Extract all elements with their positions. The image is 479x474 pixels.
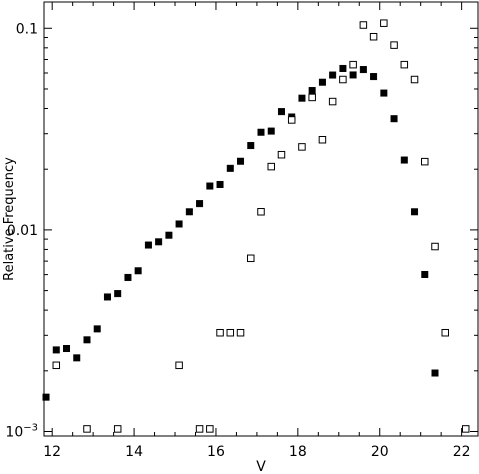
filled-square-marker (185, 208, 193, 216)
open-square-marker (339, 75, 347, 84)
open-square-marker (359, 21, 368, 29)
filled-square-marker (206, 182, 214, 190)
open-square-marker (83, 425, 91, 433)
open-square-marker (369, 32, 378, 41)
filled-square-marker (380, 89, 388, 97)
open-square-marker (113, 425, 122, 433)
filled-square-marker (93, 325, 101, 333)
filled-square-marker (175, 220, 183, 228)
filled-square-marker (349, 71, 357, 79)
y-tick-label-exponent: −3 (23, 423, 38, 434)
filled-square-marker (237, 157, 245, 165)
y-tick-label-base: 0.1 (16, 21, 38, 37)
filled-square-marker (124, 273, 132, 281)
y-tick-label: 0.01 (7, 223, 38, 239)
filled-square-marker (400, 156, 408, 164)
filled-square-marker (277, 108, 285, 116)
open-square-marker (308, 93, 316, 102)
filled-square-marker (298, 94, 306, 102)
open-square-marker (390, 41, 398, 49)
open-square-marker (52, 361, 61, 370)
filled-square-marker (114, 290, 122, 298)
y-tick-label-base: 10 (5, 425, 23, 441)
x-tick-label: 14 (125, 444, 143, 460)
open-square-marker (349, 60, 357, 69)
open-square-marker (400, 60, 409, 69)
x-tick-label: 18 (289, 444, 307, 460)
filled-square-marker (226, 164, 234, 172)
filled-square-marker (134, 267, 142, 275)
open-square-marker (380, 19, 388, 27)
filled-square-marker (267, 127, 275, 135)
y-tick-label: 10−3 (5, 423, 38, 441)
x-tick-label: 16 (207, 444, 225, 460)
filled-square-marker (196, 200, 204, 208)
filled-square-marker (257, 128, 265, 136)
open-square-marker (298, 143, 306, 151)
axis-ticks (44, 2, 478, 436)
filled-square-marker (318, 78, 326, 86)
y-tick-label-base: 0.01 (7, 223, 38, 239)
open-square-marker (175, 361, 183, 370)
y-tick-label: 0.1 (16, 21, 38, 37)
filled-square-marker (42, 393, 50, 401)
open-square-marker (236, 328, 245, 337)
filled-square-marker (411, 208, 419, 216)
filled-square-marker (421, 270, 429, 278)
open-square-marker (441, 328, 449, 337)
x-tick-label: 20 (371, 444, 389, 460)
open-square-marker (267, 162, 275, 171)
filled-square-marker (216, 180, 224, 188)
filled-square-marker (165, 231, 173, 239)
x-tick-label: 22 (453, 444, 471, 460)
axis-tick-labels: 12 14 16 18 20 22 0.1 0.01 10−3 (5, 21, 470, 460)
filled-square-marker (83, 336, 91, 344)
data-markers (42, 19, 470, 433)
filled-square-marker (73, 354, 81, 362)
open-square-marker (287, 116, 296, 124)
open-square-marker (328, 97, 337, 106)
open-square-marker (195, 425, 204, 433)
open-square-marker (257, 208, 265, 216)
filled-square-marker (144, 241, 152, 249)
filled-square-marker (308, 87, 316, 95)
x-tick-label: 12 (43, 444, 61, 460)
filled-square-marker (155, 238, 163, 246)
filled-square-marker (247, 142, 255, 150)
filled-square-marker (329, 71, 337, 79)
open-square-marker (318, 135, 327, 144)
plot-frame (43, 1, 479, 437)
open-square-marker (410, 75, 419, 84)
x-axis-label: V (256, 459, 266, 474)
filled-square-marker (52, 346, 60, 354)
filled-square-marker (390, 115, 398, 123)
open-square-marker (421, 157, 429, 166)
filled-square-marker (370, 73, 378, 81)
open-square-marker (431, 242, 439, 251)
open-square-marker (247, 254, 255, 263)
filled-square-marker (339, 64, 347, 72)
open-square-marker (226, 328, 235, 337)
open-square-marker (206, 425, 214, 433)
filled-square-marker (63, 345, 71, 353)
filled-square-marker (359, 66, 367, 74)
filled-square-marker (103, 293, 111, 301)
open-square-marker (461, 425, 470, 433)
y-axis-label: Relative Frequency (2, 157, 17, 281)
filled-square-marker (431, 369, 439, 377)
open-square-marker (216, 328, 224, 337)
open-square-marker (277, 150, 286, 159)
